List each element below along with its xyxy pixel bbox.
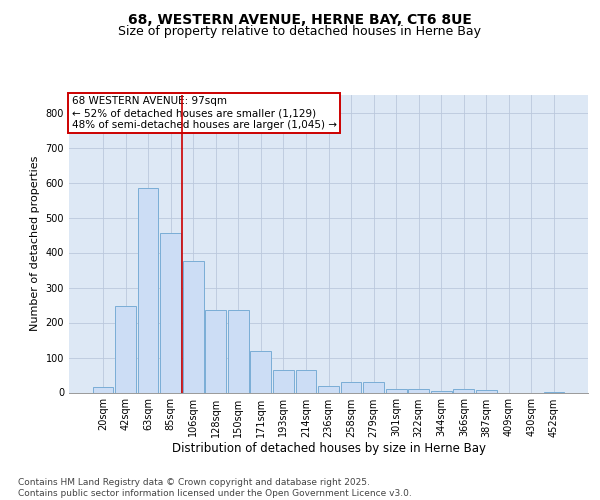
Bar bbox=[363, 382, 384, 392]
X-axis label: Distribution of detached houses by size in Herne Bay: Distribution of detached houses by size … bbox=[172, 442, 485, 456]
Y-axis label: Number of detached properties: Number of detached properties bbox=[30, 156, 40, 332]
Bar bbox=[137, 188, 158, 392]
Text: 68, WESTERN AVENUE, HERNE BAY, CT6 8UE: 68, WESTERN AVENUE, HERNE BAY, CT6 8UE bbox=[128, 12, 472, 26]
Bar bbox=[205, 310, 226, 392]
Bar bbox=[183, 261, 203, 392]
Text: Size of property relative to detached houses in Herne Bay: Size of property relative to detached ho… bbox=[119, 25, 482, 38]
Bar bbox=[228, 310, 248, 392]
Bar bbox=[296, 370, 316, 392]
Bar bbox=[250, 350, 271, 393]
Bar bbox=[454, 389, 474, 392]
Bar bbox=[386, 389, 407, 392]
Bar bbox=[273, 370, 294, 392]
Bar bbox=[92, 387, 113, 392]
Bar bbox=[160, 233, 181, 392]
Text: 68 WESTERN AVENUE: 97sqm
← 52% of detached houses are smaller (1,129)
48% of sem: 68 WESTERN AVENUE: 97sqm ← 52% of detach… bbox=[71, 96, 337, 130]
Text: Contains HM Land Registry data © Crown copyright and database right 2025.
Contai: Contains HM Land Registry data © Crown c… bbox=[18, 478, 412, 498]
Bar bbox=[341, 382, 361, 392]
Bar bbox=[409, 389, 429, 392]
Bar bbox=[318, 386, 339, 392]
Bar bbox=[115, 306, 136, 392]
Bar bbox=[431, 391, 452, 392]
Bar bbox=[476, 390, 497, 392]
